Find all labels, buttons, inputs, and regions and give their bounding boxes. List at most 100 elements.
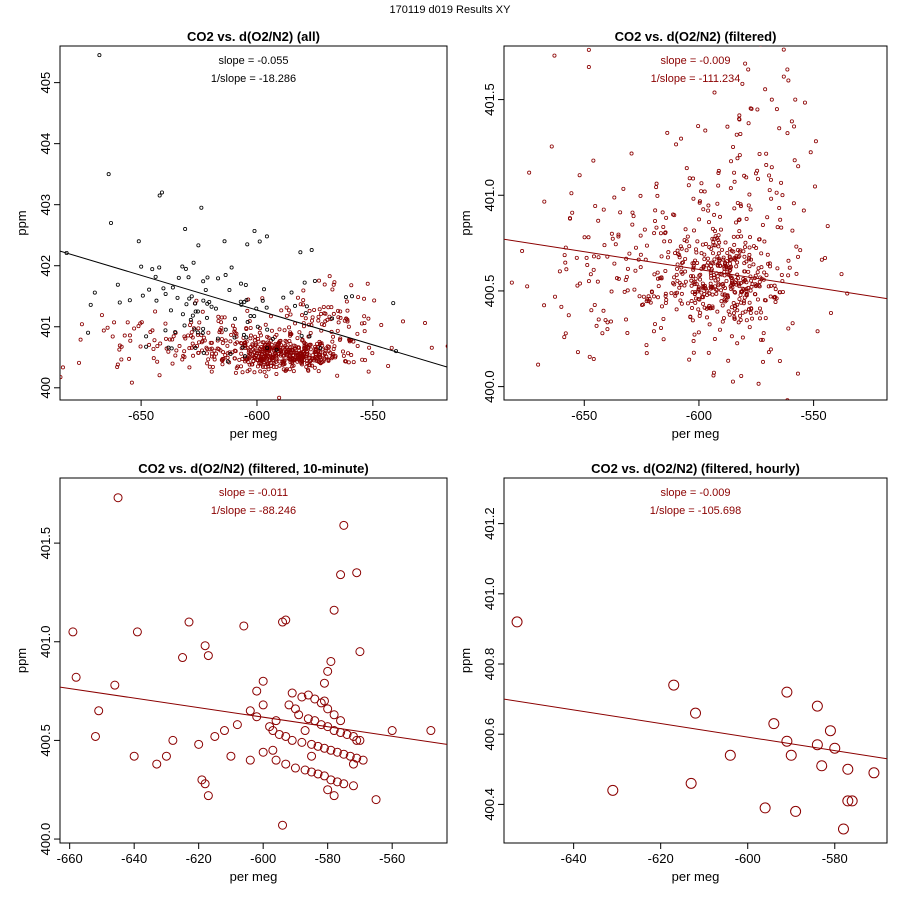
y-axis-label: ppm: [458, 210, 473, 235]
data-point: [310, 694, 320, 704]
regression-line: [60, 250, 447, 368]
data-point: [695, 260, 700, 265]
data-point: [239, 351, 244, 356]
data-point: [322, 322, 327, 327]
data-point: [209, 351, 214, 356]
data-point: [168, 735, 178, 745]
data-point: [210, 364, 215, 369]
x-tick-label: -550: [801, 408, 827, 423]
data-point: [330, 339, 335, 344]
plot-frame: [503, 45, 888, 401]
data-point: [154, 298, 159, 303]
data-point: [233, 349, 238, 354]
data-point: [205, 275, 210, 280]
data-point: [769, 97, 774, 102]
data-point: [301, 351, 306, 356]
data-point: [715, 274, 720, 279]
data-point: [147, 342, 152, 347]
data-point: [481, 312, 484, 315]
data-point: [655, 193, 660, 198]
data-point: [569, 191, 574, 196]
data-point: [159, 190, 164, 195]
data-point: [119, 344, 124, 349]
data-point: [193, 301, 198, 306]
data-point: [616, 276, 621, 281]
data-point: [584, 255, 589, 260]
data-point: [401, 319, 406, 324]
data-point: [244, 335, 249, 340]
data-point: [184, 617, 194, 627]
data-point: [261, 349, 266, 354]
data-point: [248, 325, 253, 330]
data-point: [201, 326, 206, 331]
data-point: [216, 276, 221, 281]
data-point: [139, 264, 144, 269]
data-point: [726, 309, 731, 314]
data-point: [664, 215, 669, 220]
data-point: [127, 298, 132, 303]
data-point: [338, 309, 343, 314]
data-point: [387, 726, 397, 736]
data-point: [733, 290, 738, 295]
data-point: [718, 214, 723, 219]
data-point: [258, 700, 268, 710]
data-point: [753, 273, 758, 278]
data-point: [596, 255, 601, 260]
data-point: [465, 286, 468, 289]
data-point: [741, 408, 744, 411]
data-point: [775, 225, 780, 230]
data-point: [614, 276, 619, 281]
data-point: [757, 151, 762, 156]
y-tick-label: 400.5: [38, 724, 53, 757]
data-point: [715, 263, 720, 268]
data-point: [582, 235, 587, 240]
data-point: [649, 289, 654, 294]
data-point: [733, 280, 738, 285]
data-point: [282, 328, 287, 333]
data-point: [699, 290, 704, 295]
data-point: [256, 336, 261, 341]
data-point: [204, 315, 209, 320]
data-point: [318, 311, 323, 316]
data-point: [585, 263, 590, 268]
data-point: [659, 304, 664, 309]
data-point: [616, 232, 621, 237]
data-point: [712, 212, 717, 217]
data-point: [229, 332, 234, 337]
chart-panel-4: CO2 vs. d(O2/N2) (filtered, hourly) -640 -…: [458, 461, 888, 884]
data-point: [299, 358, 304, 363]
data-point: [339, 779, 349, 789]
data-point: [760, 222, 765, 227]
data-point: [163, 291, 168, 296]
data-point: [189, 330, 194, 335]
data-point: [352, 735, 362, 745]
data-point: [225, 343, 230, 348]
data-point: [746, 67, 751, 72]
data-point: [88, 302, 93, 307]
data-point: [132, 326, 137, 331]
y-tick-label: 401: [38, 316, 53, 338]
y-tick-label: 401.0: [482, 179, 497, 212]
data-point: [659, 254, 664, 259]
data-point: [738, 280, 743, 285]
chart-panel-1: CO2 vs. d(O2/N2) (all) -650 -600 -550 400 401…: [14, 29, 448, 441]
data-point: [245, 706, 255, 716]
data-point: [715, 201, 720, 206]
data-point: [180, 264, 185, 269]
data-point: [769, 283, 774, 288]
data-point: [223, 338, 228, 343]
data-point: [732, 315, 737, 320]
data-point: [328, 350, 333, 355]
data-point: [595, 279, 600, 284]
data-point: [792, 124, 797, 129]
data-point: [655, 276, 660, 281]
data-point: [426, 726, 436, 736]
data-point: [362, 296, 367, 301]
x-tick-label: -560: [379, 851, 405, 866]
data-point: [219, 315, 224, 320]
data-point: [691, 260, 696, 265]
data-point: [755, 176, 760, 181]
data-point: [298, 302, 303, 307]
data-point: [812, 184, 817, 189]
data-point: [747, 257, 752, 262]
